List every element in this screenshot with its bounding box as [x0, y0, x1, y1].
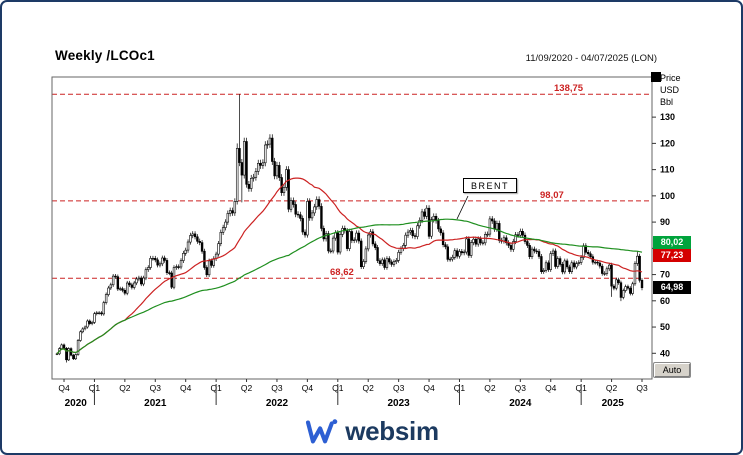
price-tag: 77,23: [653, 249, 691, 263]
svg-text:130: 130: [660, 112, 675, 122]
axes-layer: 130120110100908070605040PriceUSDBblQ4Q1Q…: [51, 73, 681, 409]
svg-text:Price: Price: [660, 73, 681, 83]
websim-logo-icon: [306, 418, 338, 443]
svg-text:Q3: Q3: [150, 383, 162, 393]
svg-text:Q3: Q3: [393, 383, 405, 393]
svg-text:Q3: Q3: [636, 383, 648, 393]
svg-text:2024: 2024: [509, 398, 532, 409]
date-range-label: 11/09/2020 - 04/07/2025 (LON): [525, 53, 657, 64]
price-tag: 80,02: [653, 236, 691, 250]
moving-averages-layer: [56, 177, 643, 355]
svg-text:Q2: Q2: [241, 383, 253, 393]
price-tag: 64,98: [653, 281, 691, 295]
svg-text:Q4: Q4: [545, 383, 557, 393]
svg-text:Q2: Q2: [606, 383, 618, 393]
auto-scale-button[interactable]: Auto: [653, 362, 691, 378]
svg-text:90: 90: [660, 217, 670, 227]
axis-top-marker: [651, 72, 661, 82]
price-tag-label: 80,02: [660, 237, 684, 248]
svg-text:110: 110: [660, 165, 675, 175]
svg-text:50: 50: [660, 322, 670, 332]
annotation-layer: 138,75 98,07 68,62: [330, 83, 584, 278]
svg-text:98,07: 98,07: [540, 190, 564, 201]
page-title: Weekly /LCOc1: [55, 48, 155, 63]
svg-text:USD: USD: [660, 85, 680, 95]
price-tag-label: 64,98: [660, 282, 684, 293]
svg-text:Q2: Q2: [119, 383, 131, 393]
svg-text:70: 70: [660, 270, 670, 280]
svg-text:2021: 2021: [144, 398, 167, 409]
svg-text:60: 60: [660, 296, 670, 306]
svg-text:Q2: Q2: [363, 383, 375, 393]
svg-text:68,62: 68,62: [330, 267, 354, 278]
sma-slow-line: [56, 218, 643, 355]
svg-text:Q3: Q3: [271, 383, 283, 393]
brand-footer: websim: [2, 413, 741, 449]
svg-text:120: 120: [660, 138, 675, 148]
svg-text:138,75: 138,75: [554, 83, 584, 94]
brand-name: websim: [345, 415, 439, 446]
svg-text:2025: 2025: [602, 398, 625, 409]
svg-text:40: 40: [660, 348, 670, 358]
svg-text:2020: 2020: [65, 398, 88, 409]
sma-fast-line: [56, 177, 643, 355]
price-chart[interactable]: 130120110100908070605040PriceUSDBblQ4Q1Q…: [2, 2, 743, 414]
svg-text:Q4: Q4: [302, 383, 314, 393]
instrument-label: BRENT: [463, 178, 518, 193]
svg-text:Q4: Q4: [58, 383, 70, 393]
candles-layer: [55, 94, 644, 363]
svg-text:Q4: Q4: [423, 383, 435, 393]
svg-text:100: 100: [660, 191, 675, 201]
svg-text:Q4: Q4: [180, 383, 192, 393]
level-lines-layer: [52, 93, 652, 279]
svg-text:Q2: Q2: [484, 383, 496, 393]
svg-text:2022: 2022: [266, 398, 289, 409]
svg-text:Bbl: Bbl: [660, 97, 673, 107]
svg-text:Q3: Q3: [515, 383, 527, 393]
svg-text:2023: 2023: [388, 398, 411, 409]
price-tag-label: 77,23: [660, 250, 684, 261]
